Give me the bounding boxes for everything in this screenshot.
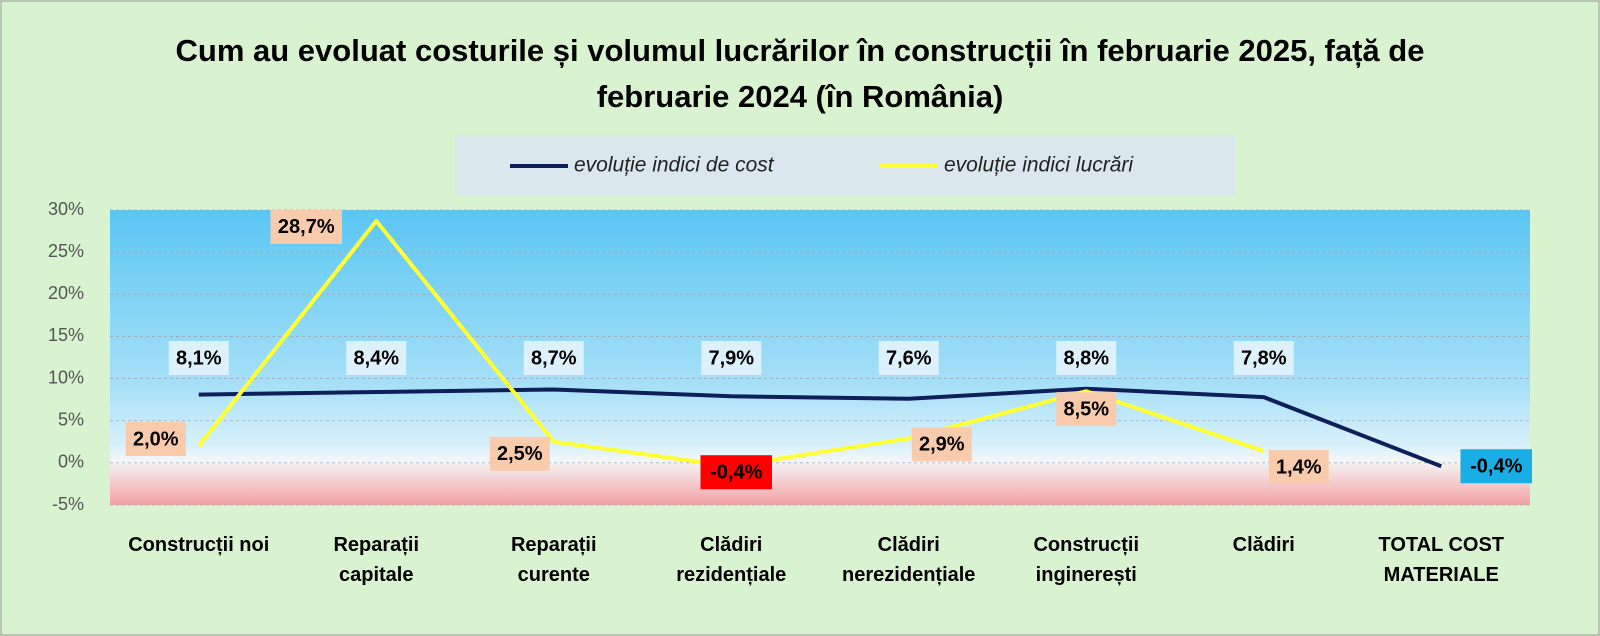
chart-title: Cum au evoluat costurile și volumul lucr…: [175, 33, 1425, 114]
x-tick-label: Reparații capitale: [333, 534, 420, 586]
x-tick-label: TOTAL COST MATERIALE: [1378, 534, 1505, 586]
value-label: 7,6%: [886, 347, 932, 369]
value-label-box: [911, 427, 972, 462]
value-label-box: [489, 436, 550, 471]
value-label: 2,5%: [497, 443, 543, 465]
value-label: 8,7%: [531, 347, 577, 369]
y-tick-label: 0%: [58, 452, 84, 472]
value-label: 2,9%: [919, 434, 965, 456]
x-tick-label: Clădiri nerezidențiale: [842, 534, 976, 586]
value-label-box: [125, 422, 186, 456]
x-tick-label: Reparații curente: [510, 534, 597, 586]
y-tick-label: 10%: [48, 367, 84, 387]
value-label-box: [523, 341, 584, 375]
value-label: -0,4%: [1470, 456, 1522, 478]
y-tick-label: 25%: [48, 241, 84, 261]
value-label-box: [701, 341, 762, 375]
value-label-box: [1233, 341, 1294, 375]
value-label-box: [878, 341, 939, 375]
y-tick-label: 20%: [48, 283, 84, 303]
value-label: 7,9%: [708, 347, 754, 369]
legend-label: evoluție indici lucrări: [944, 154, 1134, 177]
y-tick-label: 30%: [48, 199, 84, 219]
value-label-box: [700, 455, 772, 490]
legend-label: evoluție indici de cost: [574, 154, 775, 177]
y-tick-label: -5%: [52, 494, 84, 514]
x-tick-label: Construcții inginerești: [1033, 534, 1140, 586]
value-label: 8,5%: [1063, 398, 1109, 420]
x-tick-label: Clădiri rezidențiale: [676, 534, 787, 586]
value-label: 7,8%: [1241, 347, 1287, 369]
legend-box: [455, 135, 1235, 195]
value-label-box: [1268, 450, 1329, 485]
value-label-box: [1056, 392, 1117, 427]
value-label: 28,7%: [278, 216, 335, 238]
value-label: 8,4%: [353, 347, 399, 369]
value-label-box: [270, 209, 342, 244]
y-tick-label: 5%: [58, 409, 84, 429]
value-label-box: [1056, 341, 1117, 375]
value-label: 1,4%: [1276, 456, 1322, 478]
value-label-box: [1460, 449, 1532, 484]
x-tick-label: Construcții noi: [128, 534, 270, 556]
value-label-box: [346, 341, 407, 375]
value-label: 8,8%: [1063, 347, 1109, 369]
x-tick-label: Clădiri: [1232, 534, 1295, 556]
value-label: -0,4%: [710, 462, 762, 484]
series-line: [198, 386, 1442, 469]
value-label-box: [168, 341, 229, 375]
y-tick-label: 15%: [48, 325, 84, 345]
value-label: 2,0%: [133, 428, 179, 450]
value-label: 8,1%: [176, 347, 222, 369]
